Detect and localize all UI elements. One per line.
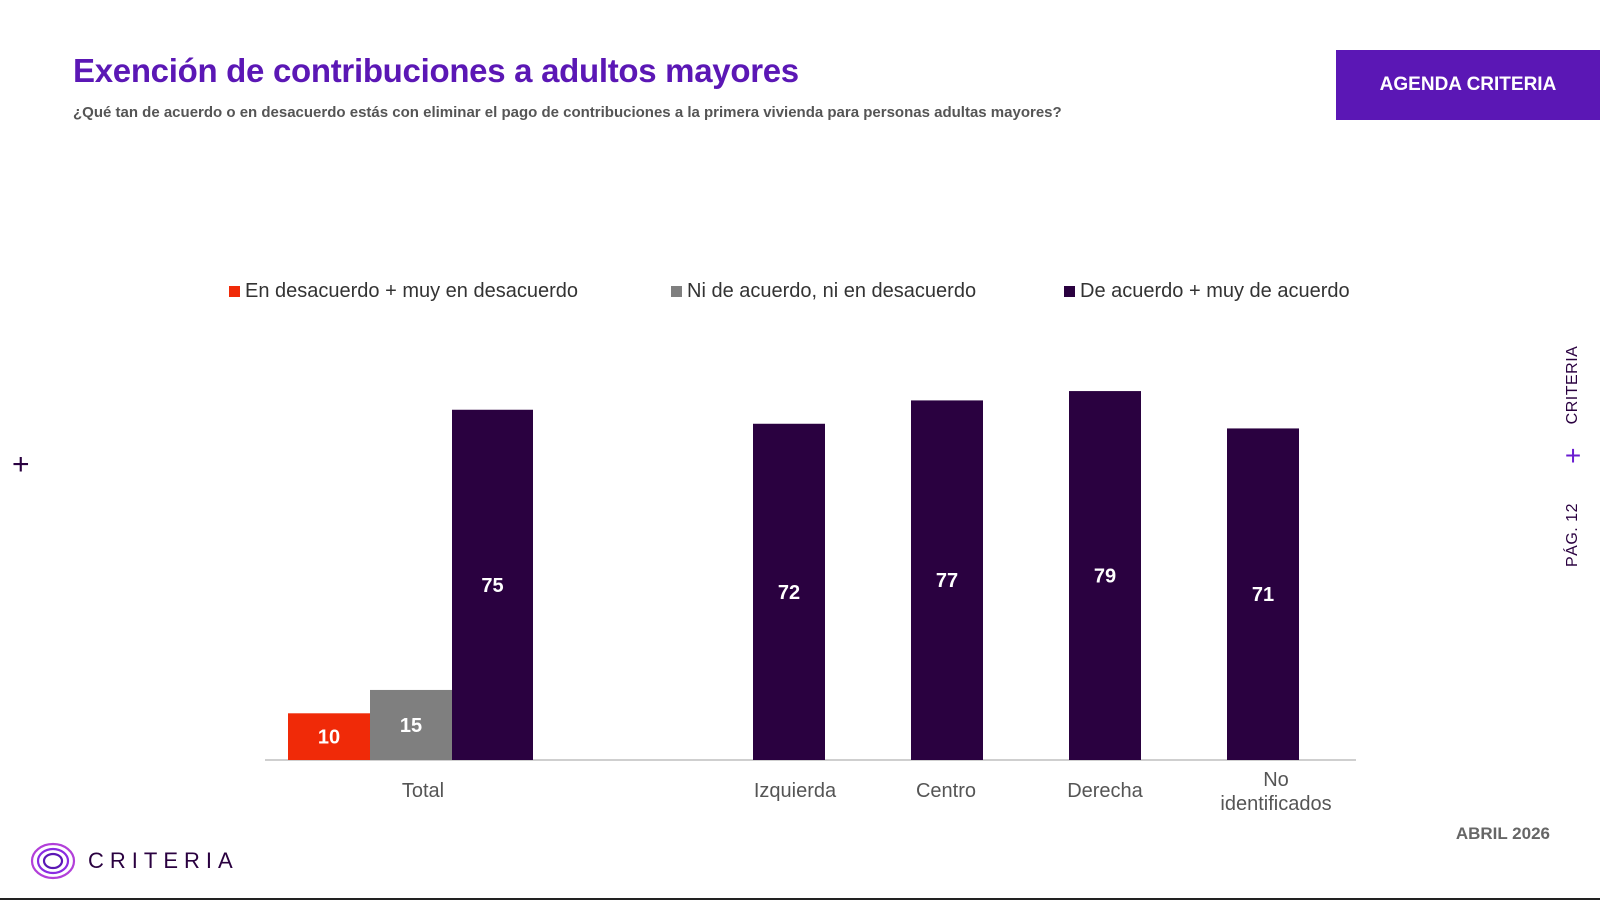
side-brand-label: CRITERIA: [1564, 345, 1581, 425]
data-label-1-2: 72: [778, 582, 800, 604]
criteria-logo: CRITERIA: [30, 842, 239, 880]
bottom-rule: [0, 898, 1600, 900]
category-label-3: Derecha: [1067, 780, 1143, 802]
bar-3-2: [1069, 391, 1141, 760]
data-label-0-1: 15: [400, 715, 422, 737]
left-plus-mark: +: [12, 448, 30, 481]
legend-swatch-disagree: [229, 286, 240, 297]
data-label-0-0: 10: [318, 727, 340, 749]
question-subtitle: ¿Qué tan de acuerdo o en desacuerdo está…: [73, 104, 1062, 121]
side-brand-strip: CRITERIA + PÁG. 12: [1528, 336, 1600, 576]
page-number: PÁG. 12: [1564, 503, 1581, 567]
side-plus-icon: +: [1564, 440, 1582, 471]
category-label-0: Total: [402, 780, 444, 802]
bar-4-2: [1227, 428, 1299, 760]
report-date: ABRIL 2026: [1455, 824, 1550, 843]
legend-swatch-neutral: [671, 286, 682, 297]
data-label-2-2: 77: [936, 570, 958, 592]
criteria-logo-icon: [30, 842, 76, 880]
legend-label-disagree: En desacuerdo + muy en desacuerdo: [245, 280, 578, 302]
category-label-2: Centro: [916, 780, 976, 802]
bar-0-1: [370, 689, 452, 760]
agenda-criteria-badge: AGENDA CRITERIA: [1336, 50, 1600, 120]
page-title: Exención de contribuciones a adultos may…: [73, 52, 799, 89]
bar-1-2: [753, 423, 825, 760]
bar-0-2: [452, 409, 533, 760]
legend-item-neutral: Ni de acuerdo, ni en desacuerdo: [671, 280, 976, 303]
category-label-1: Izquierda: [754, 780, 837, 802]
legend-swatch-agree: [1064, 286, 1075, 297]
data-label-4-2: 71: [1252, 584, 1274, 606]
criteria-logo-text: CRITERIA: [88, 848, 239, 873]
category-label-4-line-0: No: [1263, 769, 1289, 791]
bar-2-2: [911, 400, 983, 760]
legend-label-neutral: Ni de acuerdo, ni en desacuerdo: [687, 280, 977, 302]
legend-item-agree: De acuerdo + muy de acuerdo: [1064, 280, 1350, 303]
data-label-0-2: 75: [481, 575, 503, 597]
data-label-3-2: 79: [1094, 566, 1116, 588]
bar-0-0: [288, 713, 370, 760]
chart-legend: En desacuerdo + muy en desacuerdo Ni de …: [229, 280, 1389, 310]
legend-label-agree: De acuerdo + muy de acuerdo: [1080, 280, 1350, 302]
legend-item-disagree: En desacuerdo + muy en desacuerdo: [229, 280, 578, 303]
category-label-4-line-1: identificados: [1220, 793, 1331, 815]
